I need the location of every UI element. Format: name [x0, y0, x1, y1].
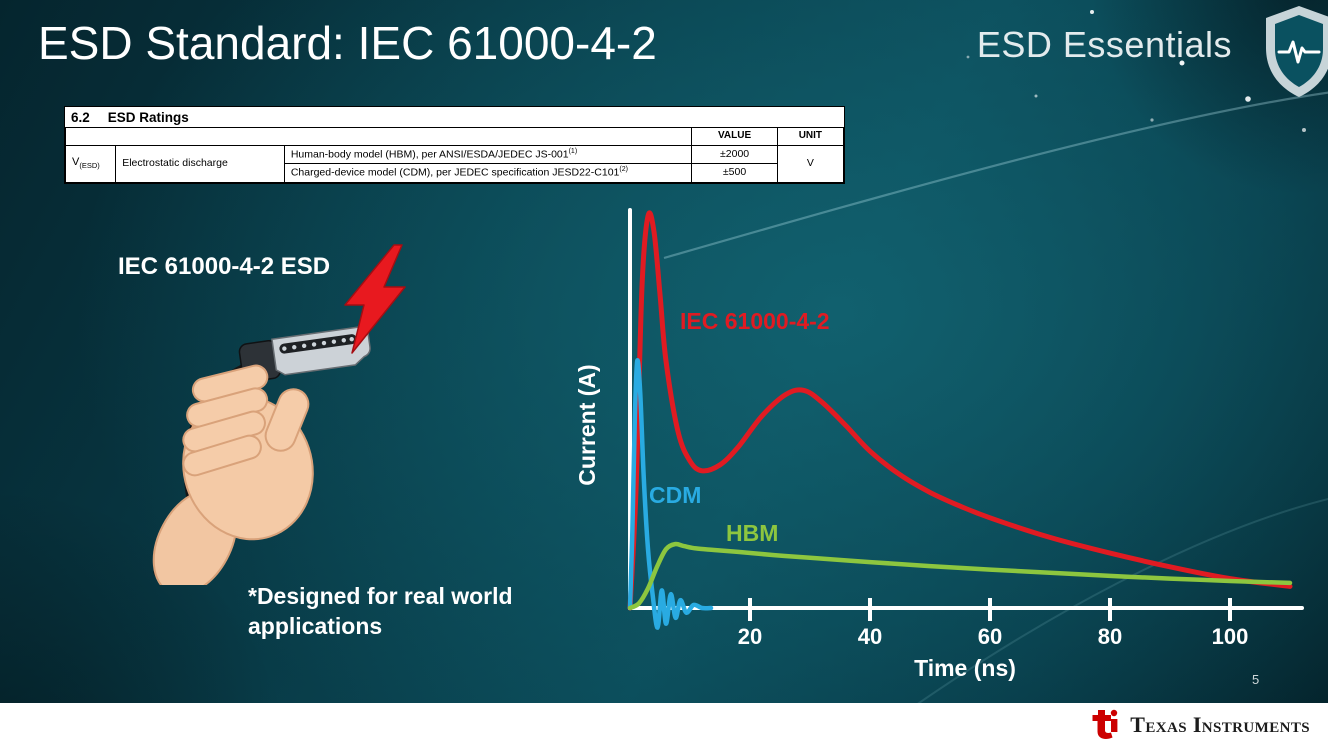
page-number: 5 — [1252, 672, 1260, 687]
esd-ratings-table-snippet: 6.2 ESD Ratings VALUE UNIT V(ESD) Electro… — [64, 106, 845, 184]
hbm-description-cell: Human-body model (HBM), per ANSI/ESDA/JE… — [283, 144, 693, 165]
iec-esd-label: IEC 61000-4-2 ESD — [118, 253, 331, 280]
cdm-description-cell: Charged-device model (CDM), per JEDEC sp… — [283, 163, 693, 183]
hand — [152, 364, 314, 585]
x-tick-label: 20 — [738, 624, 762, 649]
x-tick-label: 100 — [1212, 624, 1249, 649]
table-row: V(ESD) Electrostatic discharge Human-bod… — [64, 144, 845, 183]
ti-logo: Texas Instruments — [1083, 709, 1310, 741]
value-header: VALUE — [691, 127, 778, 146]
empty-header-cell — [64, 127, 693, 146]
x-tick-label: 40 — [858, 624, 882, 649]
series-brand-title: ESD Essentials — [976, 24, 1232, 65]
x-axis-title: Time (ns) — [914, 655, 1016, 681]
table-section-heading: 6.2 ESD Ratings — [65, 107, 844, 127]
footnote-ref: (2) — [619, 166, 628, 174]
unit-header: UNIT — [776, 127, 845, 146]
hand-holding-hdmi-illustration — [152, 244, 406, 585]
parameter-symbol-subscript: (ESD) — [79, 161, 100, 171]
parameter-symbol: V — [72, 156, 80, 169]
series-curve-cdm — [627, 358, 714, 630]
series-curve-iec-61000-4-2 — [627, 210, 1293, 611]
pulse-line-icon — [1277, 40, 1321, 64]
note-line-2: applications — [248, 612, 383, 639]
cdm-value-cell: ±500 — [691, 163, 778, 183]
ti-bug-icon — [1092, 709, 1118, 739]
designed-note: *Designed for real world applications — [248, 582, 513, 642]
section-number: 6.2 — [71, 110, 90, 125]
section-title: ESD Ratings — [107, 110, 189, 125]
x-tick-label: 80 — [1098, 624, 1122, 649]
series-label: IEC 61000-4-2 — [680, 308, 830, 334]
chart-canvas: 20 40 60 80 100 Time (ns) Current (A) IEC 61000… — [574, 208, 1304, 681]
series-label: HBM — [726, 520, 778, 546]
series-curve-hbm — [627, 541, 1293, 611]
slide-title: ESD Standard: IEC 61000-4-2 — [38, 17, 657, 69]
parameter-name-cell: Electrostatic discharge — [115, 144, 285, 183]
footnote-ref: (1) — [568, 147, 578, 155]
parameter-symbol-cell: V(ESD) — [64, 144, 117, 183]
ratings-table: VALUE UNIT V(ESD) Electrostatic discharg… — [64, 127, 845, 183]
x-tick-label: 60 — [978, 624, 1002, 649]
series-label: CDM — [649, 482, 701, 508]
footer-bar: Texas Instruments — [0, 703, 1328, 746]
hbm-value-cell: ±2000 — [691, 144, 778, 165]
table-header-row: VALUE UNIT — [64, 127, 845, 146]
table-row: Charged-device model (CDM), per JEDEC sp… — [66, 163, 844, 183]
lightning-bolt-icon — [344, 244, 406, 354]
esd-waveform-chart: 20 40 60 80 100 Time (ns) Current (A) IEC 61000… — [565, 200, 1310, 700]
note-line-1: *Designed for real world — [248, 583, 513, 609]
ti-wordmark: Texas Instruments — [1130, 711, 1310, 737]
esd-shield-icon — [1266, 6, 1328, 97]
unit-cell: V — [776, 144, 845, 183]
hdmi-connector — [238, 326, 371, 383]
y-axis-title: Current (A) — [574, 364, 600, 485]
chart-axes — [628, 208, 1304, 610]
